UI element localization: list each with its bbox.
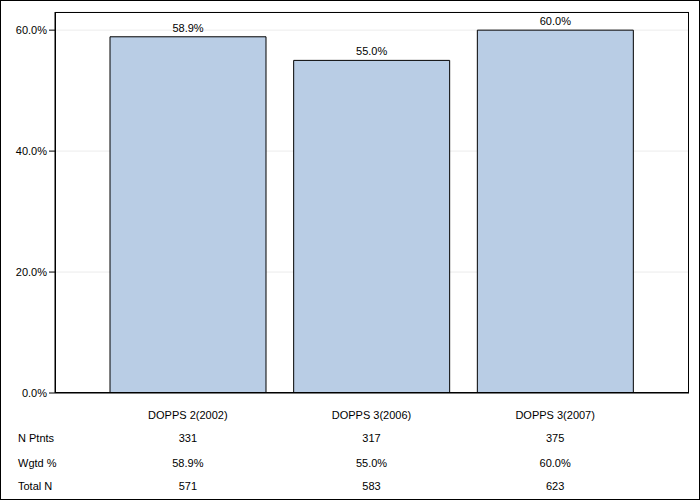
svg-text:DOPPS 3(2006): DOPPS 3(2006) <box>332 409 411 421</box>
svg-text:55.0%: 55.0% <box>356 457 387 469</box>
svg-text:583: 583 <box>362 480 380 492</box>
svg-text:317: 317 <box>362 432 380 444</box>
svg-text:40.0%: 40.0% <box>16 145 47 157</box>
svg-text:Total N: Total N <box>18 480 52 492</box>
svg-text:20.0%: 20.0% <box>16 266 47 278</box>
svg-text:DOPPS 2(2002): DOPPS 2(2002) <box>148 409 227 421</box>
svg-text:331: 331 <box>179 432 197 444</box>
svg-text:N Ptnts: N Ptnts <box>18 432 55 444</box>
svg-text:375: 375 <box>546 432 564 444</box>
svg-text:623: 623 <box>546 480 564 492</box>
svg-text:58.9%: 58.9% <box>172 22 203 34</box>
svg-text:60.0%: 60.0% <box>16 24 47 36</box>
svg-text:60.0%: 60.0% <box>540 457 571 469</box>
svg-text:571: 571 <box>179 480 197 492</box>
svg-text:55.0%: 55.0% <box>356 45 387 57</box>
svg-text:60.0%: 60.0% <box>540 15 571 27</box>
svg-text:0.0%: 0.0% <box>22 387 47 399</box>
svg-text:DOPPS 3(2007): DOPPS 3(2007) <box>515 409 594 421</box>
svg-text:58.9%: 58.9% <box>172 457 203 469</box>
svg-text:Wgtd %: Wgtd % <box>18 457 57 469</box>
